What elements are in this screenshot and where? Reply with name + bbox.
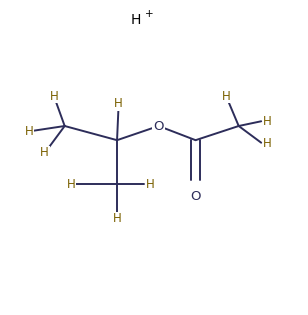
Text: +: + xyxy=(145,9,154,19)
Text: H: H xyxy=(67,178,75,191)
Text: H: H xyxy=(263,137,272,150)
Text: H: H xyxy=(146,178,155,191)
Text: O: O xyxy=(190,190,201,203)
Text: H: H xyxy=(263,115,272,128)
Text: H: H xyxy=(25,125,34,138)
Text: H: H xyxy=(222,89,231,103)
Text: H: H xyxy=(50,89,58,103)
Text: H: H xyxy=(113,212,121,226)
Text: H: H xyxy=(130,14,141,27)
Text: H: H xyxy=(114,97,123,111)
Text: O: O xyxy=(153,119,164,133)
Text: H: H xyxy=(40,146,49,159)
